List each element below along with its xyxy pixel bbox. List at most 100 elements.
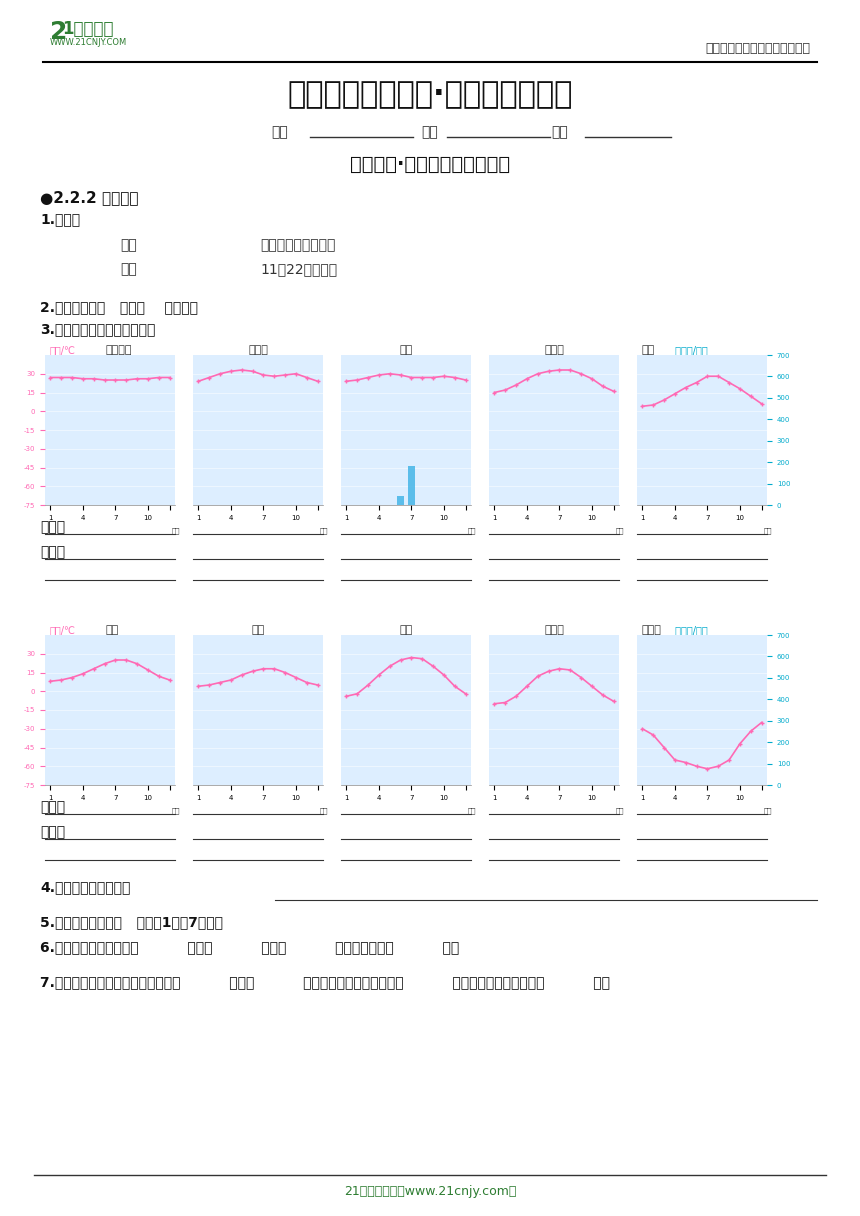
Bar	[194, 786, 202, 867]
Bar	[112, 505, 120, 570]
Bar	[747, 505, 754, 589]
Text: 阿斯旺: 阿斯旺	[544, 345, 564, 355]
Text: 1世纪教育: 1世纪教育	[62, 19, 114, 38]
Text: 降水量/毫米: 降水量/毫米	[672, 625, 708, 635]
Text: 6.雨热同期的气候类型（          ），（          ），（          ）；雨热相反（          ）。: 6.雨热同期的气候类型（ ），（ ），（ ）；雨热相反（ ）。	[40, 940, 459, 955]
Text: 2: 2	[50, 19, 67, 44]
Bar	[556, 786, 563, 863]
Text: 月份: 月份	[616, 807, 624, 814]
Bar	[693, 786, 700, 878]
Text: 月份: 月份	[172, 528, 181, 534]
Bar	[101, 786, 108, 876]
Bar	[260, 786, 267, 868]
Bar	[451, 786, 458, 877]
Bar	[639, 786, 646, 876]
Bar	[577, 786, 585, 867]
Bar	[342, 786, 350, 878]
Text: 特点：: 特点：	[40, 545, 65, 559]
Bar	[501, 786, 509, 871]
Bar	[46, 786, 54, 863]
Bar	[588, 786, 596, 868]
Bar	[440, 505, 448, 581]
Text: 上海: 上海	[642, 345, 655, 355]
Bar	[556, 505, 563, 598]
Text: ●2.2.2 气象万千: ●2.2.2 气象万千	[40, 190, 138, 206]
Bar	[534, 786, 542, 869]
Bar	[736, 786, 744, 877]
Bar	[206, 786, 213, 871]
Bar	[408, 786, 415, 844]
Bar	[133, 505, 141, 569]
Bar	[396, 786, 404, 863]
Bar	[513, 786, 520, 872]
Bar	[660, 505, 668, 581]
Bar	[419, 786, 426, 846]
Bar	[68, 505, 76, 539]
Bar	[270, 505, 278, 545]
Bar	[660, 786, 668, 877]
Text: 7.气候与建筑：格陵兰岛房子特点（          ）、（          ）且有双层玻璃，屋内建（          ），在降雪量大的地方（       : 7.气候与建筑：格陵兰岛房子特点（ ）、（ ）且有双层玻璃，屋内建（ ），在降雪…	[40, 975, 610, 989]
Text: 嘉兴夏天高温多雨。: 嘉兴夏天高温多雨。	[260, 238, 335, 252]
Bar	[501, 505, 509, 598]
Bar	[270, 786, 278, 867]
Text: 伊基托斯: 伊基托斯	[105, 345, 132, 355]
Text: 21世纪教育网（www.21cnjy.com）: 21世纪教育网（www.21cnjy.com）	[344, 1186, 516, 1198]
Bar	[353, 786, 361, 878]
Bar	[249, 505, 256, 573]
Text: 2.气候特点从（   ）和（    ）描述。: 2.气候特点从（ ）和（ ）描述。	[40, 300, 198, 314]
Bar	[227, 505, 235, 597]
Text: 特点：: 特点：	[40, 824, 65, 839]
Bar	[610, 786, 617, 869]
Bar	[292, 505, 299, 589]
Bar	[408, 466, 415, 505]
Bar	[649, 786, 657, 877]
Bar	[523, 786, 531, 871]
Text: 罗马: 罗马	[105, 625, 119, 635]
Bar	[303, 505, 310, 598]
Text: 月份: 月份	[172, 807, 181, 814]
Bar	[671, 505, 679, 580]
Bar	[365, 786, 372, 877]
Text: 降水量/毫米: 降水量/毫米	[672, 345, 708, 355]
Bar	[715, 786, 722, 878]
Text: 气温/℃: 气温/℃	[50, 625, 76, 635]
Bar	[375, 505, 383, 598]
Bar	[206, 505, 213, 598]
Bar	[353, 505, 361, 598]
Bar	[217, 505, 224, 598]
Bar	[79, 505, 87, 547]
Bar	[429, 786, 437, 866]
Text: 东方站: 东方站	[642, 625, 662, 635]
Bar	[599, 786, 606, 869]
Bar	[375, 786, 383, 874]
Text: 第二单元·人类共同生活的世界: 第二单元·人类共同生活的世界	[350, 154, 510, 174]
Bar	[281, 505, 289, 561]
Text: 伦敦: 伦敦	[251, 625, 265, 635]
Bar	[567, 505, 574, 598]
Bar	[599, 505, 606, 598]
Text: 5.南半球的冬天在（   ）（填1或者7月。）: 5.南半球的冬天在（ ）（填1或者7月。）	[40, 914, 223, 929]
Bar	[758, 786, 765, 876]
Bar	[144, 786, 151, 860]
Bar	[639, 505, 646, 589]
Bar	[342, 505, 350, 598]
Bar	[386, 505, 394, 597]
Text: 气候: 气候	[120, 261, 137, 276]
Bar	[736, 505, 744, 584]
Text: 月份: 月份	[616, 528, 624, 534]
Text: 1.连线。: 1.连线。	[40, 212, 80, 226]
Bar	[292, 786, 299, 865]
Text: 3.写出下列气候类型和特点。: 3.写出下列气候类型和特点。	[40, 322, 156, 336]
Bar	[440, 786, 448, 874]
Bar	[166, 786, 174, 861]
Bar	[144, 505, 151, 561]
Bar	[122, 505, 130, 573]
Bar	[513, 505, 520, 598]
Bar	[166, 505, 174, 544]
Bar	[249, 786, 256, 868]
Bar	[155, 786, 163, 855]
Bar	[90, 505, 97, 556]
Bar	[671, 786, 679, 877]
Bar	[419, 505, 426, 525]
Bar	[715, 505, 722, 569]
